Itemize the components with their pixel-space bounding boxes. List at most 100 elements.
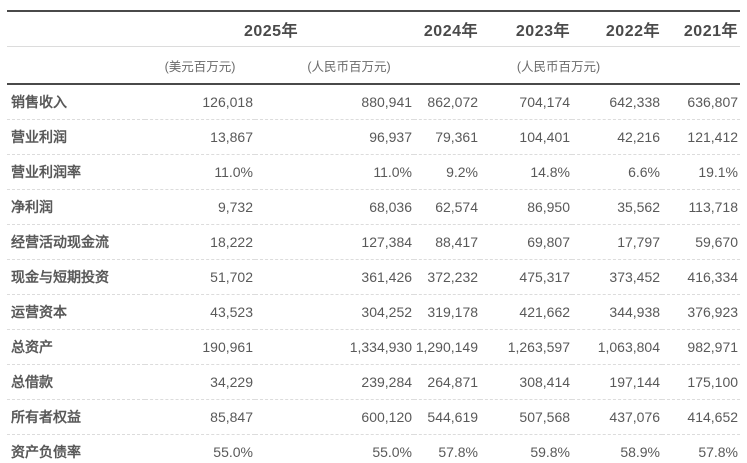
table-row: 净利润 9,732 68,036 62,574 86,950 35,562 113,718	[7, 189, 741, 225]
year-header-2023: 2023年	[480, 11, 573, 47]
metric-value: 59,670	[662, 224, 741, 260]
unit-header-rmb-group: (人民币百万元)	[414, 46, 741, 85]
metric-value: 190,961	[145, 329, 255, 365]
metric-value: 437,076	[572, 399, 663, 435]
metric-value: 416,334	[662, 259, 741, 295]
metric-value: 361,426	[255, 259, 415, 295]
table-row: 总资产 190,961 1,334,930 1,290,149 1,263,597 1,0…	[7, 329, 741, 365]
table-row: 营业利润率 11.0% 11.0% 9.2% 14.8% 6.6% 19.1%	[7, 154, 741, 190]
metric-value: 1,263,597	[480, 329, 573, 365]
metric-value: 636,807	[687, 94, 739, 110]
metric-label: 总资产	[7, 329, 145, 365]
metric-value: 18,222	[145, 224, 255, 260]
table-row: 经营活动现金流 18,222 127,384 88,417 69,807 17,797 59…	[7, 224, 741, 260]
metric-value: 79,361	[414, 119, 481, 155]
metric-value: 59.8%	[480, 434, 573, 463]
metric-column-header	[7, 11, 145, 47]
unit-header-usd: (美元百万元)	[145, 46, 255, 85]
metric-value: 642,338	[609, 94, 661, 110]
metric-value: 6.6%	[572, 154, 663, 190]
year-header-row: 2025年 2024年 2023年 2022年 2021年	[7, 11, 741, 47]
metric-label: 净利润	[7, 189, 145, 225]
metric-value: 308,414	[480, 364, 573, 400]
unit-header-spacer	[7, 46, 145, 85]
metric-label: 销售收入	[11, 94, 67, 110]
table-row: 营业利润 13,867 96,937 79,361 104,401 42,216 121,4…	[7, 119, 741, 155]
metric-value: 373,452	[572, 259, 663, 295]
metric-value: 113,718	[662, 189, 741, 225]
year-header-2024: 2024年	[414, 11, 481, 47]
metric-value: 96,937	[255, 119, 415, 155]
table-row: 现金与短期投资 51,702 361,426 372,232 475,317 373,45…	[7, 259, 741, 295]
metric-label: 所有者权益	[7, 399, 145, 435]
financial-table: 2025年 2024年 2023年 2022年 2021年 (美元百万元) (人…	[7, 10, 741, 463]
metric-value: 85,847	[145, 399, 255, 435]
metric-value: 600,120	[255, 399, 415, 435]
unit-header-rmb-2025: (人民币百万元)	[255, 46, 415, 85]
metric-value: 11.0%	[145, 154, 255, 190]
metric-value: 264,871	[414, 364, 481, 400]
metric-value: 475,317	[480, 259, 573, 295]
metric-label: 运营资本	[7, 294, 145, 330]
metric-value: 344,938	[572, 294, 663, 330]
metric-label: 资产负债率	[7, 434, 145, 463]
metric-value: 51,702	[145, 259, 255, 295]
metric-value: 704,174	[519, 94, 571, 110]
metric-value: 175,100	[662, 364, 741, 400]
metric-value: 319,178	[414, 294, 481, 330]
metric-value: 507,568	[480, 399, 573, 435]
metric-value: 239,284	[255, 364, 415, 400]
metric-value: 55.0%	[255, 434, 415, 463]
unit-header-row: (美元百万元) (人民币百万元) (人民币百万元)	[7, 46, 741, 85]
metric-value: 13,867	[145, 119, 255, 155]
metric-label: 营业利润率	[7, 154, 145, 190]
metric-value: 62,574	[414, 189, 481, 225]
table-row: 资产负债率 55.0% 55.0% 57.8% 59.8% 58.9% 57.8%	[7, 434, 741, 463]
metric-value: 14.8%	[480, 154, 573, 190]
metric-value: 1,334,930	[255, 329, 415, 365]
table-row: 销售收入 126,018 880,941 862,072 704,174 642,338 6…	[7, 84, 740, 120]
metric-value: 42,216	[572, 119, 663, 155]
metric-label: 总借款	[7, 364, 145, 400]
metric-value: 57.8%	[662, 434, 741, 463]
metric-value: 55.0%	[145, 434, 255, 463]
metric-value: 9,732	[145, 189, 255, 225]
metric-value: 880,941	[361, 94, 413, 110]
metric-value: 11.0%	[255, 154, 415, 190]
table-row: 总借款 34,229 239,284 264,871 308,414 197,144 175…	[7, 364, 741, 400]
metric-value: 544,619	[414, 399, 481, 435]
table-row: 运营资本 43,523 304,252 319,178 421,662 344,938 37…	[7, 294, 741, 330]
metric-value: 126,018	[202, 94, 253, 110]
metric-value: 9.2%	[414, 154, 481, 190]
metric-value: 58.9%	[572, 434, 663, 463]
metric-label: 经营活动现金流	[7, 224, 145, 260]
metric-label: 营业利润	[7, 119, 145, 155]
metric-value: 88,417	[414, 224, 481, 260]
metric-value: 127,384	[255, 224, 415, 260]
metric-value: 372,232	[414, 259, 481, 295]
metric-value: 34,229	[145, 364, 255, 400]
metric-value: 43,523	[145, 294, 255, 330]
metric-value: 68,036	[255, 189, 415, 225]
table-row: 所有者权益 85,847 600,120 544,619 507,568 437,076 4…	[7, 399, 741, 435]
metric-value: 376,923	[662, 294, 741, 330]
year-header-2021: 2021年	[662, 11, 741, 47]
metric-label: 现金与短期投资	[7, 259, 145, 295]
metric-value: 1,063,804	[572, 329, 663, 365]
metric-value: 982,971	[662, 329, 741, 365]
metric-value: 304,252	[255, 294, 415, 330]
metric-value: 197,144	[572, 364, 663, 400]
year-header-2022: 2022年	[572, 11, 663, 47]
metric-value: 35,562	[572, 189, 663, 225]
metric-value: 57.8%	[414, 434, 481, 463]
metric-value: 121,412	[662, 119, 741, 155]
metric-value: 86,950	[480, 189, 573, 225]
year-header-2025: 2025年	[145, 11, 415, 47]
metric-value: 421,662	[480, 294, 573, 330]
metric-value: 17,797	[572, 224, 663, 260]
metric-value: 414,652	[662, 399, 741, 435]
metric-value: 1,290,149	[414, 329, 481, 365]
metric-value: 69,807	[480, 224, 573, 260]
metric-value: 862,072	[427, 94, 479, 110]
